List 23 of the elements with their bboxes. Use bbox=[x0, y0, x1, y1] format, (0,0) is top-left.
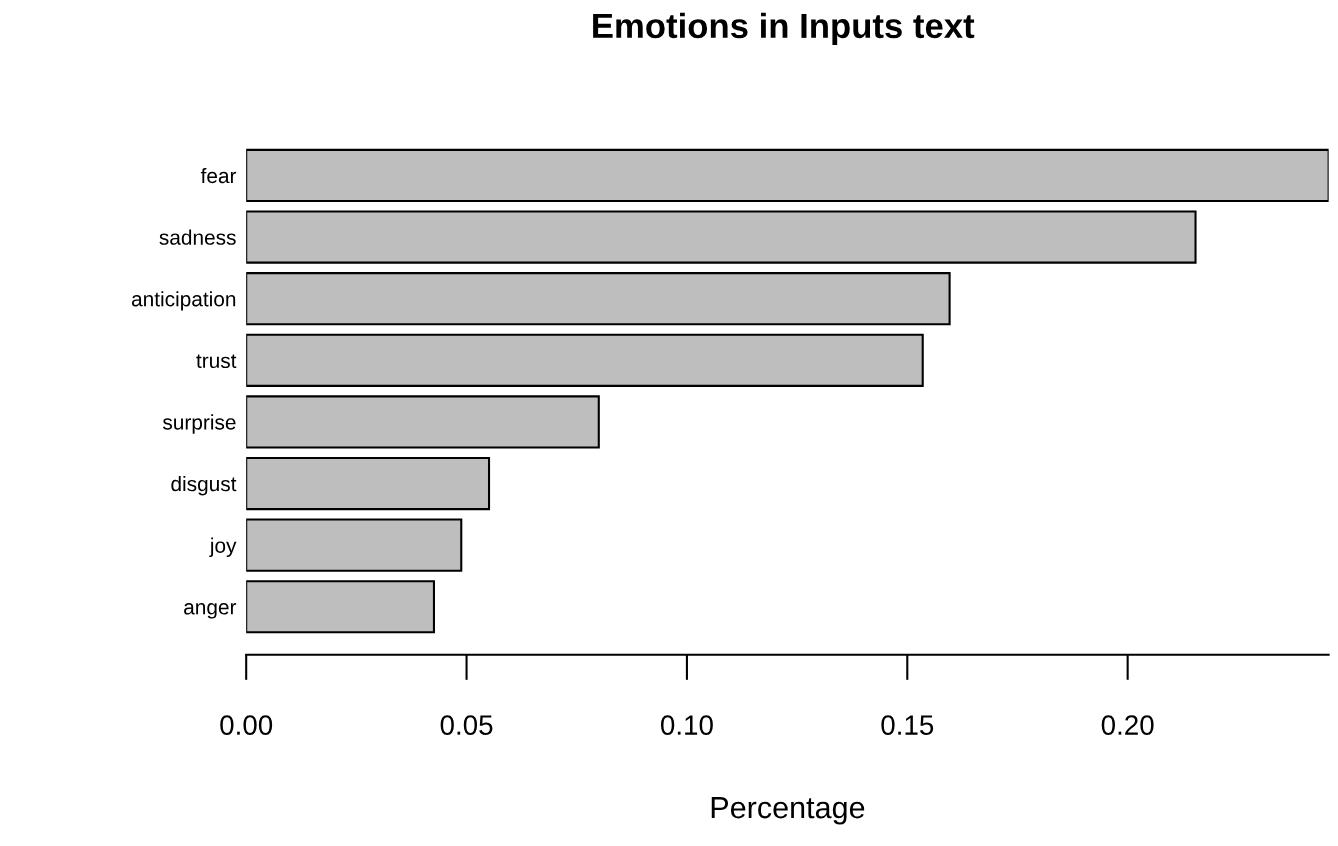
bar bbox=[246, 580, 435, 634]
x-tick-label: 0.05 bbox=[440, 715, 493, 735]
y-tick-label: anticipation bbox=[131, 291, 236, 311]
bar bbox=[246, 456, 491, 511]
y-tick-label: sadness bbox=[159, 229, 236, 245]
bar bbox=[246, 210, 1197, 264]
y-tick-label: joy bbox=[209, 537, 237, 558]
y-tick-label: fear bbox=[200, 167, 237, 184]
bar bbox=[246, 148, 1329, 203]
bar bbox=[246, 518, 463, 572]
bar bbox=[246, 272, 951, 326]
bar bbox=[246, 333, 924, 387]
y-tick-label: anger bbox=[184, 603, 237, 619]
bar bbox=[246, 395, 600, 449]
y-tick-label: trust bbox=[196, 354, 237, 369]
y-tick-label: surprise bbox=[162, 414, 236, 434]
x-tick-label: 0.15 bbox=[881, 715, 934, 735]
chart-title: Emotions in Inputs text bbox=[593, 12, 975, 46]
y-tick-label: disgust bbox=[171, 475, 237, 496]
x-tick-label: 0.20 bbox=[1101, 715, 1154, 735]
x-tick-label: 0.10 bbox=[660, 715, 713, 735]
x-axis-title: Percentage bbox=[711, 797, 865, 825]
x-tick-label: 0.00 bbox=[220, 715, 273, 735]
